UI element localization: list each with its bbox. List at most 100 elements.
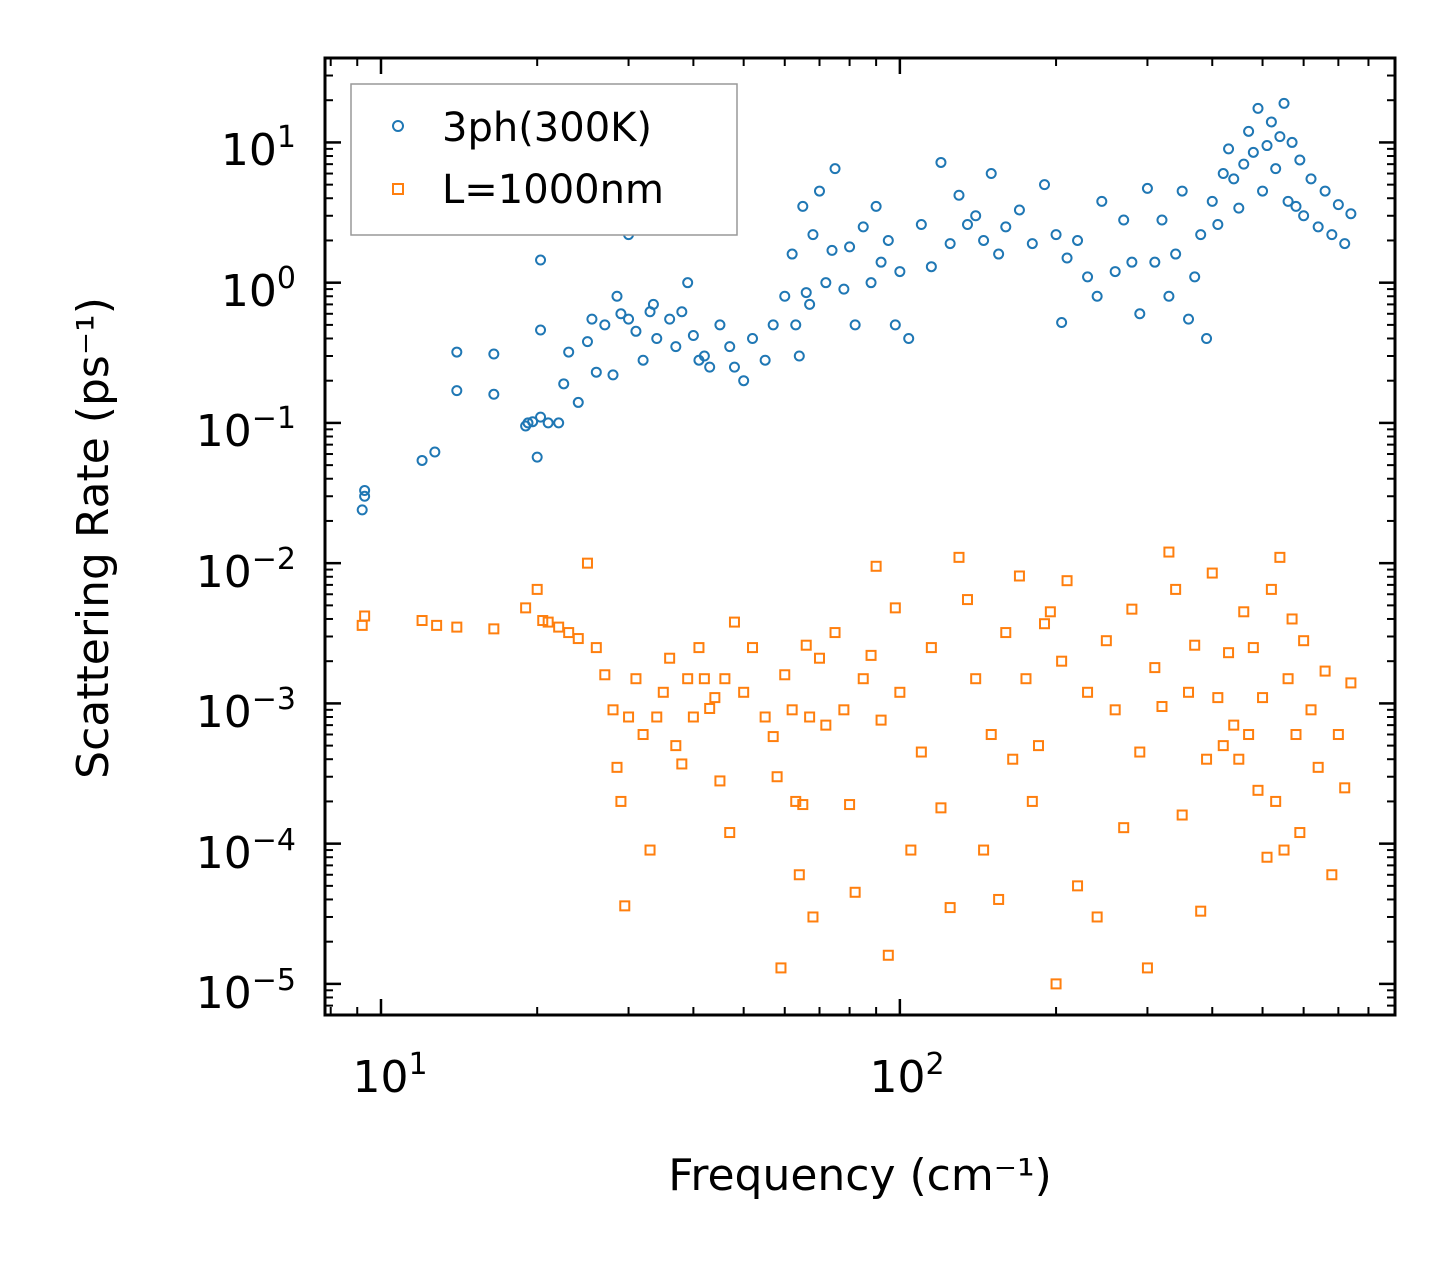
point-l1000 <box>1217 740 1229 752</box>
point-3ph <box>804 298 816 310</box>
y-tick-label: 10−1 <box>196 401 296 457</box>
point-3ph <box>870 200 882 212</box>
point-3ph <box>1000 221 1012 233</box>
point-3ph <box>903 332 915 344</box>
point-l1000 <box>865 649 877 661</box>
point-3ph <box>1183 313 1195 325</box>
point-3ph <box>542 417 554 429</box>
point-3ph <box>698 350 710 362</box>
point-l1000 <box>1149 662 1161 674</box>
point-3ph <box>535 411 547 423</box>
point-l1000 <box>1134 746 1146 758</box>
point-3ph <box>865 277 877 289</box>
point-3ph <box>1312 221 1324 233</box>
point-3ph <box>651 332 663 344</box>
point-l1000 <box>623 711 635 723</box>
point-l1000 <box>944 902 956 914</box>
point-l1000 <box>724 827 736 839</box>
point-l1000 <box>786 704 798 716</box>
point-3ph <box>724 341 736 353</box>
point-l1000 <box>1319 665 1331 677</box>
point-l1000 <box>1072 880 1084 892</box>
point-l1000 <box>829 627 841 639</box>
point-l1000 <box>1026 795 1038 807</box>
point-3ph <box>1096 195 1108 207</box>
point-3ph <box>985 168 997 180</box>
point-l1000 <box>704 702 716 714</box>
point-l1000 <box>531 583 543 595</box>
point-3ph <box>1294 154 1306 166</box>
point-3ph <box>993 248 1005 260</box>
point-l1000 <box>359 610 371 622</box>
point-3ph <box>359 490 371 502</box>
point-3ph <box>630 325 642 337</box>
point-3ph <box>714 319 726 331</box>
points-layer <box>356 97 1357 990</box>
point-3ph <box>1305 173 1317 185</box>
point-l1000 <box>1091 911 1103 923</box>
point-l1000 <box>451 621 463 633</box>
point-l1000 <box>1170 583 1182 595</box>
point-l1000 <box>1007 753 1019 765</box>
point-3ph <box>1278 97 1290 109</box>
point-l1000 <box>793 869 805 881</box>
point-l1000 <box>1163 546 1175 558</box>
point-l1000 <box>1261 851 1273 863</box>
y-axis-label: Scattering Rate (ps⁻¹) <box>68 297 119 779</box>
point-3ph <box>1274 131 1286 143</box>
point-3ph <box>1118 214 1130 226</box>
point-l1000 <box>581 557 593 569</box>
point-l1000 <box>1290 729 1302 741</box>
point-l1000 <box>953 551 965 563</box>
point-3ph <box>1163 290 1175 302</box>
point-l1000 <box>698 673 710 685</box>
point-3ph <box>581 336 593 348</box>
point-l1000 <box>857 673 869 685</box>
point-3ph <box>1056 317 1068 329</box>
point-3ph <box>1013 204 1025 216</box>
point-l1000 <box>1312 761 1324 773</box>
point-3ph <box>1091 290 1103 302</box>
point-3ph <box>970 210 982 222</box>
point-3ph <box>1072 234 1084 246</box>
point-l1000 <box>894 686 906 698</box>
point-l1000 <box>915 746 927 758</box>
point-3ph <box>935 156 947 168</box>
point-l1000 <box>657 686 669 698</box>
point-l1000 <box>1223 647 1235 659</box>
point-3ph <box>535 324 547 336</box>
point-l1000 <box>1013 570 1025 582</box>
point-3ph <box>1170 248 1182 260</box>
point-l1000 <box>664 652 676 664</box>
point-3ph <box>889 319 901 331</box>
point-3ph <box>826 244 838 256</box>
point-l1000 <box>775 962 787 974</box>
point-l1000 <box>1282 673 1294 685</box>
point-3ph <box>953 189 965 201</box>
point-3ph <box>1223 143 1235 155</box>
point-l1000 <box>1247 642 1259 654</box>
point-3ph <box>670 341 682 353</box>
point-3ph <box>429 446 441 458</box>
point-l1000 <box>644 844 656 856</box>
point-l1000 <box>759 711 771 723</box>
legend-box <box>350 83 738 236</box>
point-3ph <box>558 378 570 390</box>
point-3ph <box>1326 229 1338 241</box>
point-3ph <box>1217 168 1229 180</box>
point-l1000 <box>1126 603 1138 615</box>
point-l1000 <box>719 673 731 685</box>
point-l1000 <box>1082 686 1094 698</box>
point-3ph <box>1286 136 1298 148</box>
point-l1000 <box>905 844 917 856</box>
point-l1000 <box>1233 753 1245 765</box>
point-l1000 <box>1305 704 1317 716</box>
point-l1000 <box>1000 627 1012 639</box>
point-3ph <box>1082 271 1094 283</box>
point-l1000 <box>1345 677 1357 689</box>
point-3ph <box>844 241 856 253</box>
point-l1000 <box>738 686 750 698</box>
point-l1000 <box>1278 844 1290 856</box>
point-l1000 <box>651 711 663 723</box>
